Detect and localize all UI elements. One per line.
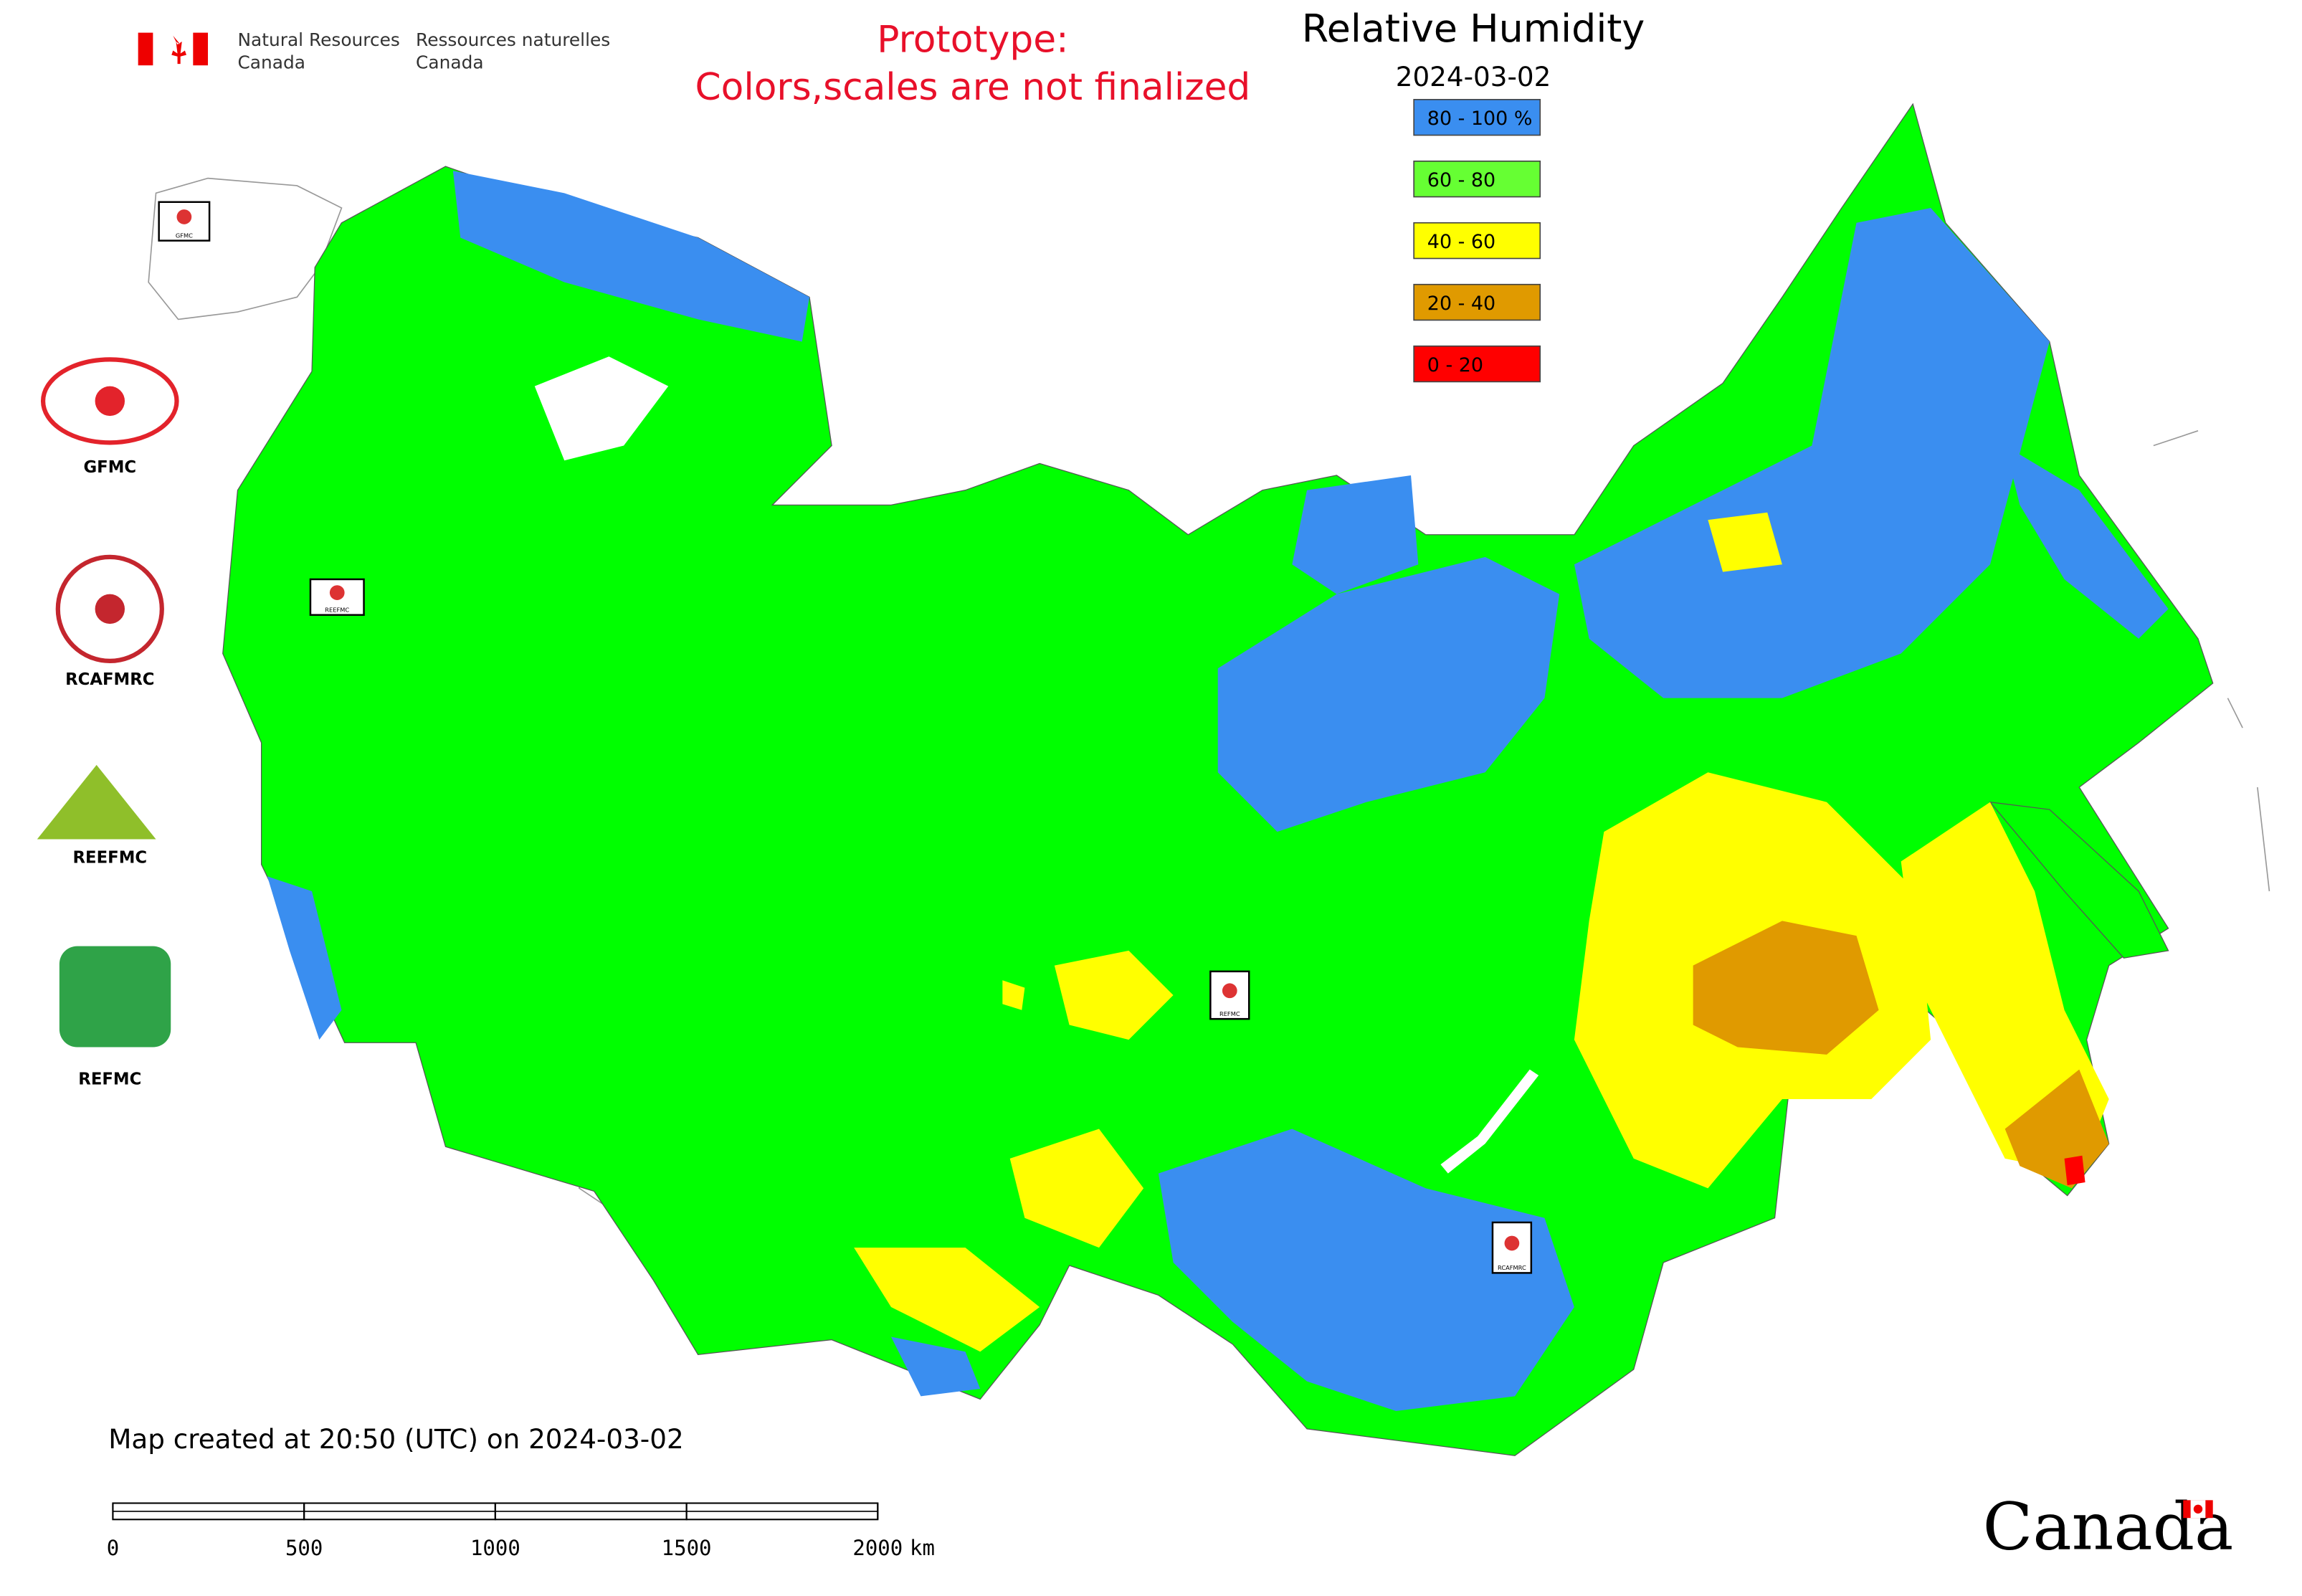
org-name: Ressources naturelles — [416, 29, 610, 50]
humidity-region — [1693, 921, 1879, 1055]
scale-bar: 0 500 1000 1500 2000 km — [107, 1502, 935, 1560]
legend-label: 80 - 100 % — [1427, 108, 1533, 130]
stamp-label: REFMC — [1219, 1010, 1240, 1017]
humidity-region — [2004, 445, 2169, 639]
coast-outline — [2153, 430, 2270, 892]
legend-label: 60 - 80 — [1427, 169, 1495, 191]
created-note: Map created at 20:50 (UTC) on 2024-03-02 — [108, 1423, 683, 1455]
humidity-region — [854, 1248, 1040, 1352]
humidity-region — [1002, 980, 1025, 1010]
flag-bar — [193, 32, 209, 66]
logo-label: REFMC — [78, 1070, 141, 1088]
notice: Prototype: — [877, 19, 1068, 62]
humidity-region — [1054, 950, 1174, 1040]
humidity-region — [1217, 556, 1560, 832]
stamp-icon — [176, 209, 192, 224]
land-region — [1989, 801, 2169, 959]
notice: Colors,scales are not finalized — [695, 66, 1251, 109]
humidity-region — [267, 876, 342, 1040]
stamp-icon — [1504, 1235, 1520, 1251]
white-sea — [534, 356, 669, 461]
legend-swatch — [1413, 160, 1541, 198]
flag-bar — [138, 32, 153, 66]
humidity-region — [1292, 475, 1419, 594]
lake-baikal — [1440, 1069, 1539, 1174]
maple-leaf — [171, 35, 186, 65]
humidity-region — [1009, 1129, 1144, 1248]
partner-logo: REFMC — [59, 946, 171, 1088]
legend-swatch — [1413, 98, 1541, 136]
legend-label: 0 - 20 — [1427, 354, 1483, 376]
stamp-label: REEFMC — [325, 607, 349, 614]
partner-logo: RCAFMRC — [55, 554, 164, 689]
humidity-region — [890, 1336, 981, 1397]
org-name: Canada — [416, 52, 484, 72]
scale-label: 1000 — [470, 1536, 520, 1560]
logo-label: REEFMC — [73, 849, 148, 868]
partner-logo: GFMC — [40, 357, 179, 477]
scale-label: 1500 — [662, 1536, 712, 1560]
stamp-label: RCAFMRC — [1498, 1264, 1526, 1271]
humidity-region — [452, 171, 810, 342]
logo-shape — [37, 764, 156, 840]
stamp-icon — [329, 585, 345, 600]
org-name: Canada — [237, 52, 305, 72]
scale-label: 500 — [285, 1536, 323, 1560]
legend-swatch — [1413, 283, 1541, 321]
humidity-region — [1158, 1129, 1574, 1412]
wordmark-flag — [2193, 1504, 2203, 1514]
scale-label: 0 — [107, 1536, 119, 1560]
scale-label: 2000 — [852, 1536, 903, 1560]
logo-shape — [59, 946, 171, 1048]
logo-label: GFMC — [83, 458, 136, 477]
partner-logos: GFMC RCAFMRC REEFMC REFMC — [37, 357, 179, 1088]
legend-swatch — [1413, 345, 1541, 383]
map-date: 2024-03-02 — [1396, 61, 1551, 92]
humidity-region — [1574, 208, 2050, 698]
humidity-region — [2004, 1069, 2109, 1189]
legend: 80 - 100 % 60 - 80 40 - 60 20 - 40 0 - 20 — [1413, 98, 1541, 383]
map-title: Relative Humidity — [1302, 6, 1645, 51]
humidity-region — [1708, 512, 1782, 572]
scale-unit: km — [910, 1536, 935, 1560]
humidity-region — [2064, 1155, 2085, 1186]
logo-label: RCAFMRC — [65, 670, 154, 689]
logo-shape — [40, 357, 179, 445]
partner-logo: REEFMC — [37, 764, 156, 868]
canada-wordmark: Canada — [1983, 1489, 2234, 1565]
legend-label: 20 - 40 — [1427, 293, 1495, 315]
legend-label: 40 - 60 — [1427, 231, 1495, 253]
logo-shape — [55, 554, 164, 664]
map-stamps: GFMC REEFMC REFMC RCAFMRC — [158, 201, 1533, 1274]
humidity-regions — [222, 103, 2214, 1456]
logo-flame — [95, 386, 125, 417]
stamp-box — [1491, 1221, 1533, 1274]
org-name: Natural Resources — [237, 29, 399, 50]
stamp-icon — [1222, 983, 1237, 999]
logo-flame — [95, 594, 125, 624]
stamp-label: GFMC — [176, 232, 193, 239]
legend-swatch — [1413, 222, 1541, 260]
humidity-region — [1901, 802, 2109, 1174]
nrcan-signature: Natural Resources Canada Ressources natu… — [138, 29, 610, 72]
